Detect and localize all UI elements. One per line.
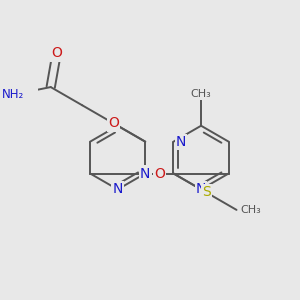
- Text: S: S: [202, 185, 211, 200]
- Text: O: O: [108, 116, 119, 130]
- Text: N: N: [196, 182, 206, 197]
- Text: CH₃: CH₃: [191, 89, 212, 99]
- Text: O: O: [154, 167, 165, 181]
- Text: NH₂: NH₂: [2, 88, 24, 101]
- Text: N: N: [176, 135, 186, 149]
- Text: O: O: [51, 46, 62, 61]
- Text: N: N: [112, 182, 123, 197]
- Text: N: N: [140, 167, 150, 181]
- Text: CH₃: CH₃: [240, 205, 261, 215]
